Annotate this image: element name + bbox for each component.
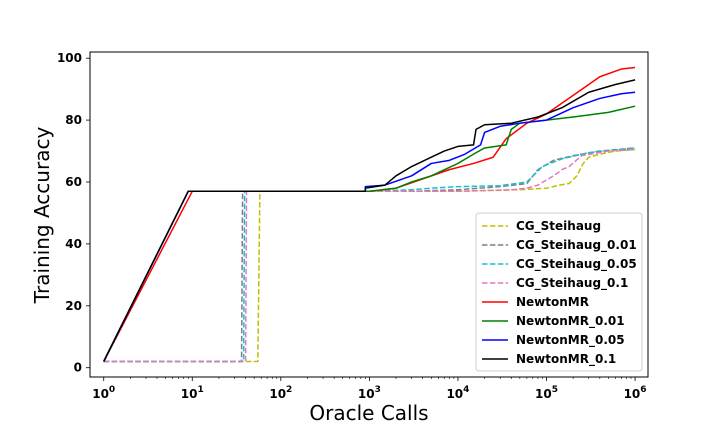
y-tick-label: 40 (65, 237, 82, 251)
legend-label: CG_Steihaug_0.05 (516, 257, 637, 272)
x-tick-label: 101 (181, 385, 204, 401)
legend-label: CG_Steihaug_0.01 (516, 238, 637, 253)
legend-label: NewtonMR_0.05 (516, 333, 625, 348)
x-tick-label: 105 (535, 385, 558, 401)
y-tick-label: 100 (57, 51, 82, 65)
x-tick-label: 104 (446, 385, 469, 401)
x-axis-title: Oracle Calls (309, 401, 428, 425)
series-line-0 (103, 148, 636, 363)
x-tick-label: 102 (269, 385, 292, 401)
legend-label: NewtonMR_0.1 (516, 352, 616, 367)
legend-label: CG_Steihaug_0.1 (516, 276, 628, 291)
legend-label: NewtonMR_0.01 (516, 314, 625, 329)
x-tick-label: 106 (624, 385, 647, 401)
legend: CG_Steihaug CG_Steihaug_0.01 CG_Steihaug_0… (475, 212, 643, 372)
y-tick-label: 60 (65, 175, 82, 189)
y-tick-label: 80 (65, 113, 82, 127)
series-line-6 (103, 91, 636, 362)
x-tick-label: 100 (92, 385, 115, 401)
y-tick-label: 0 (74, 361, 82, 375)
y-axis: 0 20 40 60 80 100 (57, 51, 90, 375)
x-tick-label: 103 (358, 385, 381, 401)
series-line-5 (103, 105, 636, 362)
series-layer (103, 66, 636, 363)
legend-label: CG_Steihaug (516, 219, 601, 234)
y-axis-title: Training Accuracy (30, 127, 54, 305)
series-line-7 (103, 79, 636, 362)
legend-box (475, 212, 643, 372)
x-axis: 100 101 102 103 104 105 106 (92, 377, 647, 401)
legend-label: NewtonMR (516, 295, 589, 309)
series-line-1 (103, 147, 636, 363)
y-tick-label: 20 (65, 299, 82, 313)
